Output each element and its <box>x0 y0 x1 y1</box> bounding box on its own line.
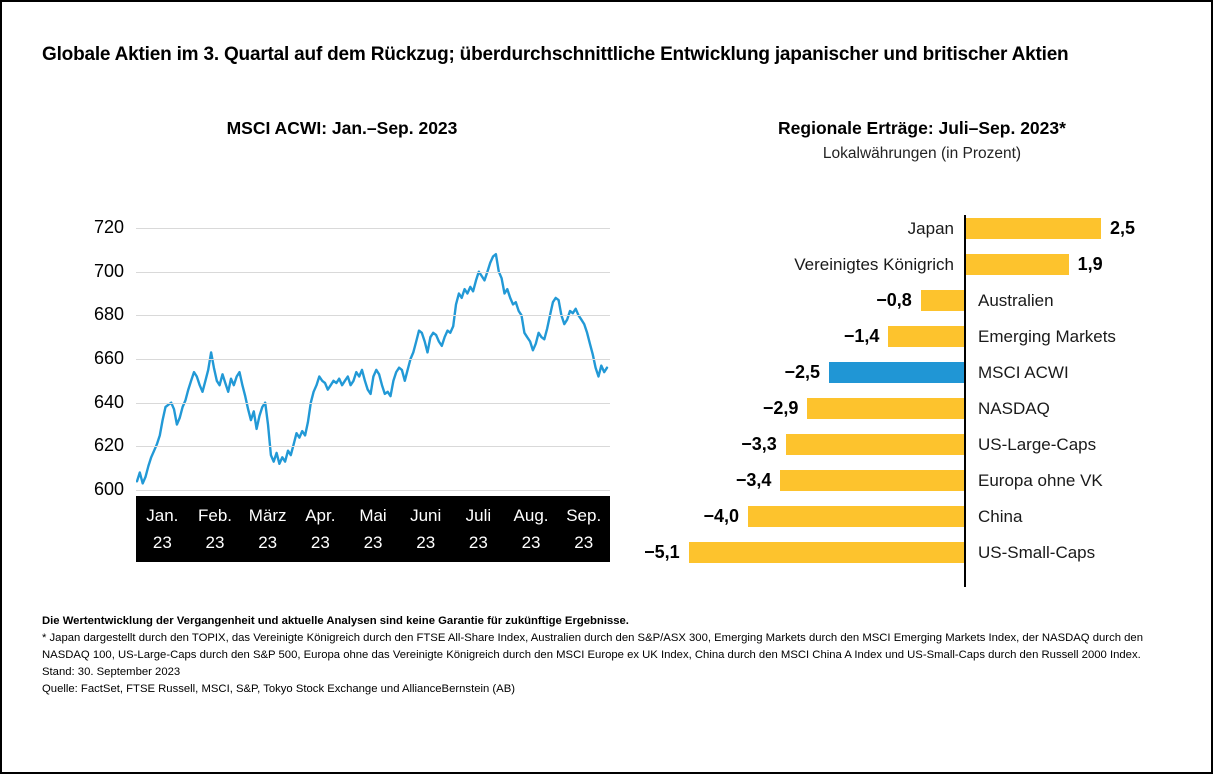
line-chart-x-axis-band: Jan. 23 Feb. 23 März 23 Apr. 23 Mai 23 Juni 23 Juli 2… <box>136 496 610 562</box>
line-chart-title: MSCI ACWI: Jan.–Sep. 2023 <box>226 118 458 138</box>
footer-disclaimer: Die Wertentwicklung der Vergangenheit un… <box>42 615 629 627</box>
bar-value-label: 1,9 <box>1077 253 1103 274</box>
footer-quelle: Quelle: FactSet, FTSE Russell, MSCI, S&P… <box>42 682 516 695</box>
gridline <box>136 490 610 491</box>
bar-value-label: −2,5 <box>784 361 820 382</box>
bar-category-label: US-Large-Caps <box>978 434 1097 454</box>
y-tick-label: 640 <box>93 391 124 412</box>
bar-chart-plot-area: 2,5 Japan 1,9 Vereinigtes Königrich −0,8 Aust… <box>624 207 1209 589</box>
bar <box>888 325 964 347</box>
month-label: Juli 23 <box>465 505 492 552</box>
bar <box>920 289 964 311</box>
bar-category-label: NASDAQ <box>978 398 1050 418</box>
month-label: Aug. 23 <box>513 505 549 552</box>
y-tick-label: 620 <box>93 435 124 456</box>
bar <box>780 469 964 491</box>
bar <box>807 397 964 419</box>
month-label: Juni 23 <box>410 505 442 552</box>
y-tick-label: 700 <box>93 260 124 281</box>
bar-value-label: 2,5 <box>1110 217 1136 238</box>
bar <box>785 433 964 455</box>
bar <box>829 361 964 383</box>
bar <box>966 217 1101 239</box>
bar <box>688 541 964 563</box>
bar-value-label: −0,8 <box>876 289 912 310</box>
gridline <box>136 315 610 317</box>
bar-value-label: −2,9 <box>762 397 799 418</box>
bar-category-label: US-Small-Caps <box>978 542 1096 562</box>
footer: Die Wertentwicklung der Vergangenheit un… <box>42 613 1177 698</box>
bar-category-label: Emerging Markets <box>978 326 1116 346</box>
bar-value-label: −4,0 <box>703 505 739 526</box>
bar-category-label: Australien <box>978 290 1054 310</box>
month-label: Feb. 23 <box>197 505 233 552</box>
bar <box>966 253 1069 275</box>
bar-category-label: China <box>978 506 1023 526</box>
bar-chart-subtitle: Lokalwährungen (in Prozent) <box>822 145 1022 162</box>
gridline <box>136 402 610 404</box>
y-tick-label: 720 <box>93 217 124 237</box>
price-line-svg <box>136 253 609 485</box>
bar-value-label: −1,4 <box>843 325 880 346</box>
y-tick-label: 680 <box>93 304 124 325</box>
month-label: März 23 <box>248 505 287 552</box>
month-label: Sep. 23 <box>566 505 602 552</box>
y-tick-label: 660 <box>93 348 124 368</box>
bar-value-label: −3,4 <box>735 469 772 490</box>
bar-category-label: Vereinigtes Königrich <box>794 254 954 274</box>
month-label: Apr. 23 <box>305 505 336 552</box>
gridline <box>136 271 610 273</box>
bar <box>748 505 964 527</box>
bar-value-label: −3,3 <box>741 433 777 454</box>
bar-category-label: Europa ohne VK <box>978 470 1103 490</box>
bar-value-label: −5,1 <box>644 541 680 562</box>
gridline <box>136 446 610 448</box>
bar-chart-zero-axis <box>964 215 966 587</box>
month-label: Mai 23 <box>359 505 387 552</box>
gridline <box>136 359 610 360</box>
footer-stand: Stand: 30. September 2023 <box>42 665 181 678</box>
price-line <box>136 253 609 485</box>
line-chart-plot-area <box>136 212 610 496</box>
gridline <box>136 228 610 229</box>
bar-category-label: Japan <box>907 218 954 238</box>
page-title: Globale Aktien im 3. Quartal auf dem Rüc… <box>42 44 1069 65</box>
footer-footnote: * Japan dargestellt durch den TOPIX, das… <box>42 631 1143 661</box>
month-label: Jan. 23 <box>146 505 179 552</box>
bar-category-label: MSCI ACWI <box>978 362 1069 382</box>
y-tick-label: 600 <box>93 479 124 499</box>
bar-chart-title: Regionale Erträge: Juli–Sep. 2023* <box>778 118 1066 138</box>
